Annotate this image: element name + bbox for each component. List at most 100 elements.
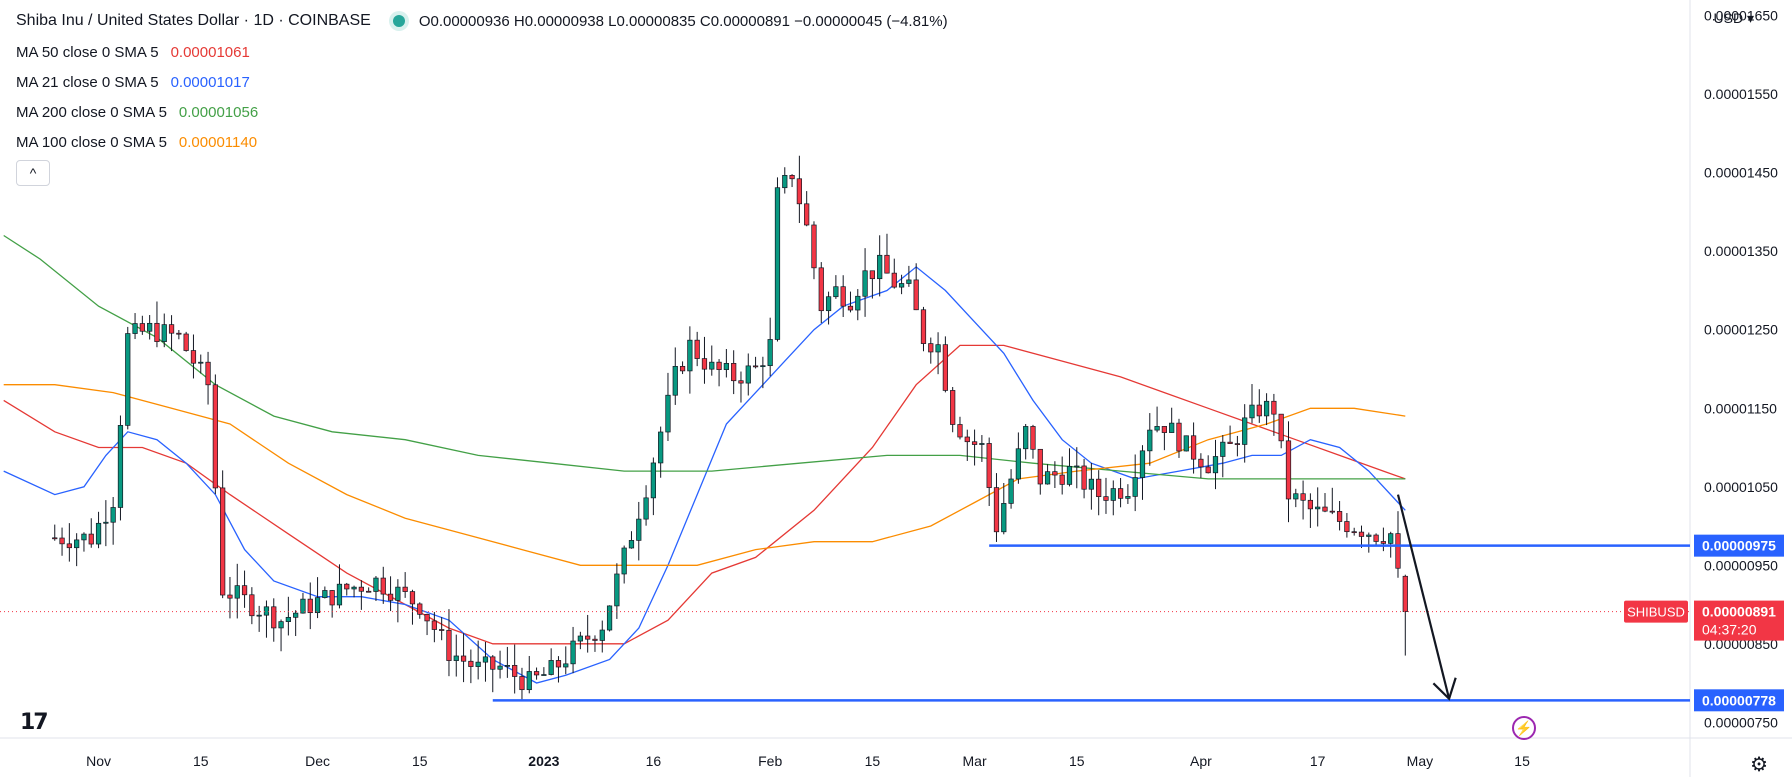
candle-body <box>621 547 627 575</box>
candle-body <box>1110 488 1116 501</box>
candle-body <box>636 518 642 541</box>
candle-body <box>519 676 525 691</box>
candle-body <box>468 660 474 667</box>
candle-body <box>241 585 248 596</box>
candle-body <box>782 175 788 189</box>
x-tick-label: Nov <box>86 753 111 769</box>
candle-body <box>1366 534 1372 537</box>
indicator-ma200[interactable]: MA 200 close 0 SMA 5 0.00001056 <box>16 104 258 121</box>
candle-body <box>475 661 481 667</box>
candle-body <box>417 603 423 615</box>
candle-body <box>1081 465 1087 490</box>
x-tick-label: 15 <box>1514 753 1530 769</box>
support-level-tag <box>1694 534 1784 557</box>
market-status-icon <box>392 15 405 27</box>
candle-body <box>1066 465 1073 485</box>
candle-body <box>424 614 430 622</box>
currency-selector[interactable]: USD ▾ <box>1714 10 1754 27</box>
candle-body <box>665 394 671 433</box>
candle-body <box>1096 478 1102 497</box>
candle-body <box>329 590 335 606</box>
candle-body <box>942 344 948 391</box>
candle-body <box>504 665 510 667</box>
candle-body <box>1307 499 1314 510</box>
candle-body <box>358 586 364 592</box>
chevron-up-icon: ^ <box>29 165 37 181</box>
candle-body <box>227 594 233 599</box>
candle-body <box>877 254 883 280</box>
candle-body <box>869 270 875 280</box>
candle-body <box>606 605 613 631</box>
candle-body <box>526 671 532 691</box>
candle-body <box>300 598 306 614</box>
candle-body <box>1351 531 1357 534</box>
indicator-value: 0.00001061 <box>170 44 250 61</box>
candle-body <box>1278 413 1284 442</box>
gear-icon[interactable]: ⚙ <box>1750 752 1768 776</box>
candle-body <box>81 533 87 541</box>
candle-body <box>1103 496 1109 501</box>
candle-body <box>1001 503 1007 533</box>
candle-body <box>1154 426 1160 431</box>
x-tick-label: 15 <box>193 753 209 769</box>
candle-body <box>723 363 729 370</box>
candle-body <box>1293 493 1299 500</box>
candle-body <box>592 638 598 641</box>
candle-body <box>52 537 58 540</box>
indicator-value: 0.00001140 <box>178 134 258 151</box>
y-tick-label: 0.00001050 <box>1704 479 1778 495</box>
candle-body <box>110 507 116 523</box>
tradingview-logo[interactable]: 17 <box>20 710 49 735</box>
candle-body <box>512 665 518 677</box>
candle-body <box>446 629 452 661</box>
candle-body <box>920 309 927 344</box>
indicator-ma100[interactable]: MA 100 close 0 SMA 5 0.00001140 <box>16 134 257 151</box>
indicator-ma21[interactable]: MA 21 close 0 SMA 5 0.00001017 <box>16 74 250 91</box>
lightning-icon[interactable]: ⚡ <box>1512 716 1536 740</box>
candle-body <box>198 361 204 364</box>
candle-body <box>322 590 328 598</box>
candle-body <box>811 224 817 269</box>
candle-body <box>913 279 919 311</box>
candle-body <box>964 436 970 443</box>
candle-body <box>1183 435 1189 452</box>
indicator-label: MA 100 close 0 SMA 5 <box>16 134 167 151</box>
candle-body <box>767 339 773 367</box>
candle-body <box>789 175 795 180</box>
candle-body <box>373 577 379 592</box>
candle-body <box>1242 417 1248 445</box>
candle-body <box>351 586 357 590</box>
candle-body <box>1088 478 1094 490</box>
symbol-title[interactable]: Shiba Inu / United States Dollar · 1D · … <box>16 12 371 29</box>
x-tick-label: 16 <box>646 753 662 769</box>
candle-body <box>679 365 686 372</box>
candle-body <box>1322 506 1328 512</box>
logo-text: 17 <box>20 710 49 735</box>
candle-body <box>278 621 284 629</box>
indicator-ma50[interactable]: MA 50 close 0 SMA 5 0.00001061 <box>16 44 250 61</box>
candle-body <box>271 606 277 629</box>
projection-arrow-head <box>1432 677 1457 701</box>
candle-body <box>993 487 1000 533</box>
support-level-value: 0.00000778 <box>1702 692 1776 708</box>
candle-body <box>570 640 576 665</box>
candle-body <box>344 583 350 590</box>
candle-body <box>1117 488 1124 499</box>
candle-body <box>716 361 722 370</box>
collapse-legend-button[interactable]: ^ <box>16 160 50 186</box>
candle-body <box>103 521 109 524</box>
candle-body <box>59 537 65 545</box>
candle-body <box>614 573 620 607</box>
candle-body <box>490 656 496 670</box>
candle-body <box>1263 400 1270 417</box>
candle-body <box>957 424 963 438</box>
indicator-label: MA 200 close 0 SMA 5 <box>16 104 167 121</box>
candle-body <box>833 286 839 298</box>
y-tick-label: 0.00001550 <box>1704 86 1778 102</box>
candle-body <box>1234 443 1240 445</box>
ohlc-readout: O0.00000936 H0.00000938 L0.00000835 C0.0… <box>418 12 948 30</box>
x-tick-label: 15 <box>865 753 881 769</box>
candle-body <box>387 593 394 601</box>
indicator-label: MA 21 close 0 SMA 5 <box>16 74 159 91</box>
